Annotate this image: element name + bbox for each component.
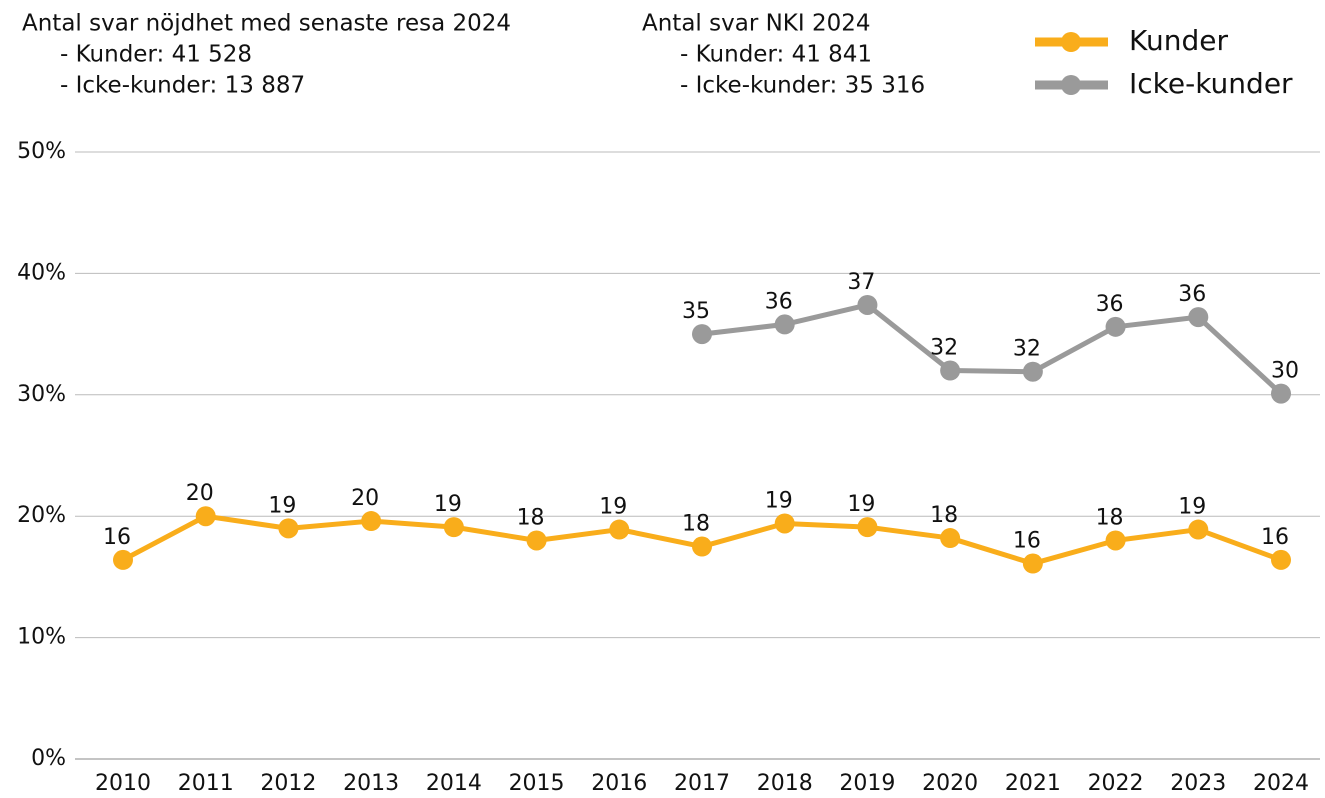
- data-label: 35: [682, 299, 710, 324]
- data-point: [692, 324, 712, 345]
- x-tick-label: 2011: [178, 771, 234, 796]
- data-label: 36: [1178, 282, 1206, 307]
- x-tick-label: 2016: [591, 771, 647, 796]
- data-label: 19: [599, 495, 627, 520]
- data-point: [692, 536, 712, 557]
- x-tick-label: 2012: [260, 771, 316, 796]
- data-point: [774, 314, 795, 335]
- data-label: 16: [103, 525, 131, 550]
- x-tick-label: 2023: [1170, 771, 1226, 796]
- data-label: 37: [847, 270, 875, 295]
- data-point: [1188, 307, 1209, 328]
- data-label: 32: [1013, 337, 1041, 362]
- data-label: 20: [351, 486, 379, 511]
- x-tick-label: 2020: [922, 771, 978, 796]
- data-point: [195, 506, 216, 527]
- annotation: - Icke-kunder: 13 887: [60, 73, 305, 99]
- legend-label: Icke-kunder: [1129, 67, 1293, 100]
- x-tick-label: 2010: [95, 771, 151, 796]
- data-label: 20: [186, 481, 214, 506]
- x-tick-label: 2021: [1005, 771, 1061, 796]
- x-tick-label: 2018: [757, 771, 813, 796]
- data-label: 18: [682, 512, 710, 537]
- data-label: 19: [847, 492, 875, 517]
- y-tick-label: 0%: [31, 746, 66, 771]
- annotation: Antal svar NKI 2024: [642, 11, 871, 37]
- x-tick-label: 2013: [343, 771, 399, 796]
- x-tick-label: 2017: [674, 771, 730, 796]
- y-tick-label: 50%: [17, 139, 66, 164]
- annotation: - Kunder: 41 528: [60, 42, 252, 68]
- data-label: 19: [434, 492, 462, 517]
- data-label: 19: [268, 493, 296, 518]
- x-tick-label: 2014: [426, 771, 482, 796]
- data-label: 32: [930, 336, 958, 361]
- data-label: 19: [1178, 495, 1206, 520]
- legend-label: Kunder: [1129, 24, 1228, 57]
- data-point: [1022, 553, 1043, 574]
- annotation: Antal svar nöjdhet med senaste resa 2024: [22, 11, 511, 37]
- data-point: [857, 294, 878, 315]
- y-tick-label: 10%: [17, 625, 66, 650]
- data-label: 19: [765, 488, 793, 513]
- data-point: [1105, 530, 1126, 551]
- x-tick-label: 2024: [1253, 771, 1309, 796]
- y-tick-label: 20%: [17, 503, 66, 528]
- data-point: [774, 513, 795, 534]
- data-label: 36: [765, 289, 793, 314]
- data-point: [443, 517, 464, 538]
- y-tick-label: 40%: [17, 260, 66, 285]
- data-point: [1271, 549, 1291, 570]
- series-line: [701, 302, 1283, 396]
- x-tick-label: 2015: [509, 771, 565, 796]
- y-tick-label: 30%: [17, 382, 66, 407]
- data-point: [1105, 316, 1126, 337]
- annotation: - Kunder: 41 841: [680, 42, 872, 68]
- legend-marker: [1061, 75, 1081, 95]
- data-point: [940, 528, 961, 549]
- data-point: [1271, 383, 1291, 404]
- data-point: [1022, 361, 1043, 382]
- data-point: [526, 530, 547, 551]
- data-point: [113, 549, 133, 570]
- x-tick-label: 2019: [839, 771, 895, 796]
- data-point: [1188, 519, 1209, 540]
- data-point: [361, 511, 382, 532]
- annotation: - Icke-kunder: 35 316: [680, 73, 925, 99]
- data-label: 18: [1096, 505, 1124, 530]
- data-label: 36: [1096, 292, 1124, 317]
- x-tick-label: 2022: [1088, 771, 1144, 796]
- legend-marker: [1061, 32, 1081, 52]
- data-label: 18: [517, 505, 545, 530]
- data-point: [857, 517, 878, 538]
- data-point: [278, 518, 299, 539]
- data-label: 30: [1271, 359, 1299, 384]
- data-label: 18: [930, 503, 958, 528]
- data-point: [940, 360, 961, 381]
- data-label: 16: [1013, 529, 1041, 554]
- data-point: [609, 519, 630, 540]
- data-label: 16: [1261, 525, 1289, 550]
